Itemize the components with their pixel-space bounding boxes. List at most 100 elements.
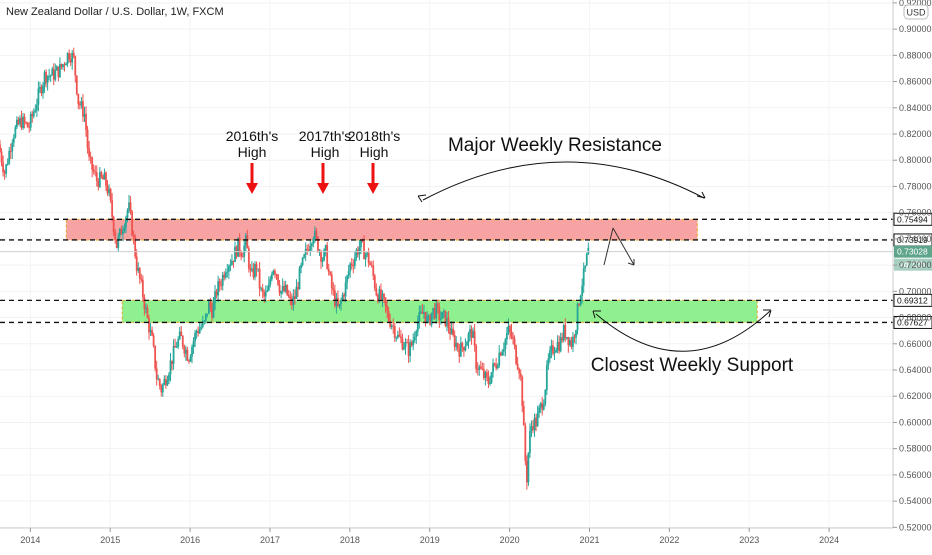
candle-body	[487, 377, 490, 385]
candle-body	[358, 247, 361, 255]
candle-body	[163, 379, 166, 385]
candle-body	[168, 374, 170, 381]
candle-body	[12, 137, 15, 143]
candle-body	[181, 336, 184, 347]
candle-body	[424, 312, 427, 322]
y-tick-label: 0.62000	[899, 391, 932, 401]
candle-body	[527, 452, 530, 483]
candle-body	[218, 281, 221, 286]
candle-body	[400, 336, 402, 339]
candle-body	[584, 265, 587, 269]
candle-body	[114, 232, 117, 240]
candle-body	[115, 239, 118, 248]
candle-body	[45, 72, 47, 83]
candle-body	[69, 59, 72, 63]
candle-body	[60, 63, 63, 68]
candle-body	[578, 303, 580, 305]
candle-body	[446, 317, 448, 326]
candle-body	[582, 268, 585, 286]
candle-body	[42, 85, 44, 94]
y-tick-label: 0.90000	[899, 24, 932, 34]
candle-body	[317, 237, 319, 252]
candle-body	[178, 331, 181, 340]
high-2018-line1: 2018th's	[348, 128, 401, 144]
candle-body	[154, 345, 157, 369]
candle-body	[263, 291, 266, 297]
candle-body	[572, 336, 574, 347]
candle-body	[576, 303, 579, 331]
candle-body	[467, 333, 470, 343]
candle-body	[349, 263, 352, 272]
candle-body	[502, 349, 505, 352]
candle-body	[286, 284, 289, 295]
candle-body	[249, 268, 252, 271]
y-tick-label: 0.72000	[899, 260, 932, 270]
candle-body	[191, 346, 193, 357]
candle-body	[332, 288, 335, 291]
candle-body	[212, 303, 215, 318]
candle-body	[26, 122, 29, 128]
candle-body	[284, 284, 287, 292]
candle-body	[63, 64, 66, 66]
y-tick-label: 0.82000	[899, 129, 932, 139]
resistance-arc-arrowhead	[696, 191, 706, 199]
candle-body	[52, 68, 55, 80]
y-tick-label: 0.52000	[899, 522, 932, 532]
candle-body	[344, 282, 347, 297]
candle-body	[247, 248, 250, 269]
candle-body	[95, 172, 98, 181]
candle-body	[387, 310, 390, 321]
currency-badge[interactable]: USD	[903, 4, 929, 20]
candle-body	[401, 338, 404, 350]
candle-body	[544, 390, 547, 405]
candle-body	[346, 275, 349, 283]
candle-body	[209, 301, 212, 308]
candle-body	[86, 129, 89, 149]
candle-body	[180, 331, 183, 337]
candle-body	[552, 345, 554, 354]
candle-body	[324, 245, 327, 250]
candle-body	[581, 285, 584, 296]
candle-body	[315, 230, 318, 238]
projection-up-line	[603, 227, 614, 266]
candle-body	[361, 239, 364, 242]
candle-body	[522, 406, 525, 426]
candle-body	[120, 228, 123, 235]
candle-body	[323, 249, 326, 261]
candle-body	[74, 56, 77, 76]
candle-body	[17, 119, 20, 125]
candle-body	[161, 384, 164, 393]
candle-body	[427, 315, 430, 317]
candle-body	[23, 116, 26, 123]
x-tick-label: 2019	[420, 535, 440, 545]
candle-body	[189, 356, 192, 362]
candle-body	[326, 245, 329, 269]
candle-body	[509, 326, 511, 332]
y-tick-label: 0.68000	[899, 313, 932, 323]
candle-body	[501, 351, 504, 356]
candle-body	[436, 303, 439, 308]
candle-body	[352, 265, 355, 267]
red-arrow-head	[246, 183, 258, 194]
candle-body	[396, 334, 399, 338]
candle-body	[521, 376, 524, 407]
candle-body	[118, 228, 121, 237]
y-tick-label: 0.92000	[899, 0, 932, 8]
candle-body	[504, 339, 507, 350]
candle-body	[383, 293, 385, 298]
candle-body	[112, 216, 115, 233]
candle-body	[413, 337, 416, 341]
candle-body	[375, 288, 378, 296]
candle-body	[246, 235, 249, 249]
candle-body	[512, 336, 514, 339]
candle-body	[234, 246, 236, 263]
candle-body	[461, 342, 464, 348]
candle-body	[109, 189, 112, 201]
candle-body	[280, 291, 282, 294]
candle-body	[195, 331, 198, 333]
x-tick-label: 2023	[739, 535, 759, 545]
candle-body	[565, 337, 568, 339]
candle-body	[151, 329, 153, 336]
